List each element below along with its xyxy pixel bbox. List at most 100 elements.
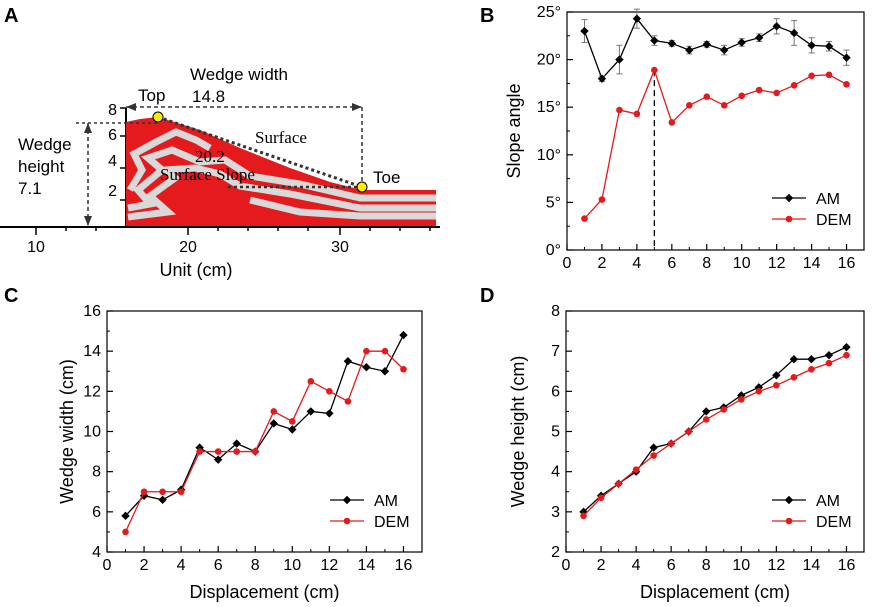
panel-d-x-axis-label: Displacement (cm)	[640, 582, 790, 602]
panel-c-legend-am-label: AM	[374, 493, 398, 510]
panel-c-dem-point	[326, 388, 333, 395]
panel-b-dem-point	[685, 101, 693, 109]
panel-b-am-point	[842, 53, 851, 62]
panel-d-dem-point	[773, 382, 780, 389]
panel-c-am-point	[288, 425, 297, 434]
panel-d-letter: D	[480, 285, 494, 307]
panel-c-y-tick-label: 10	[83, 424, 101, 441]
top-label: Top	[138, 86, 165, 105]
panel-c-wedge-width-chart: C 0 2 4 6 8 10 12 14 16 4 6 8 10 12 14 16 Wedge width (c…	[4, 285, 423, 602]
wedge-layers	[126, 128, 436, 221]
panel-c-am-point	[362, 363, 371, 372]
panel-b-legend-am-label: AM	[816, 191, 840, 208]
panel-c-dem-point	[159, 488, 166, 496]
wedge-width-value: 14.8	[192, 87, 225, 106]
panel-b-x-tick-label: 10	[733, 255, 751, 272]
panel-a-x-ticks	[35, 227, 431, 235]
panel-d-y-tick-label: 5	[551, 424, 560, 441]
panel-c-y-tick-label: 8	[92, 464, 101, 481]
panel-c-am-point	[399, 330, 408, 340]
panel-c-dem-point	[270, 408, 278, 415]
panel-d-dem-point	[615, 480, 622, 488]
panel-d-am-point	[772, 371, 781, 380]
panel-b-am-point	[580, 26, 589, 36]
panel-b-dem-point	[755, 86, 763, 94]
panel-b-am-point	[720, 45, 729, 55]
panel-d-dem-point	[843, 351, 850, 359]
panel-c-dem-point	[288, 418, 296, 425]
panel-c-x-tick-label: 8	[251, 557, 260, 574]
panel-d-x-tick-label: 10	[732, 557, 750, 574]
panel-d-dem-point	[685, 428, 693, 435]
panel-b-x-tick-label: 0	[563, 255, 572, 272]
panel-d-dem-point	[737, 396, 745, 403]
panel-c-dem-point	[400, 365, 407, 373]
panel-c-dem-point	[381, 347, 389, 355]
panel-b-y-tick-label: 5°	[546, 194, 561, 211]
panel-d-y-axis-label: Wedge height (cm)	[508, 356, 528, 508]
toe-label: Toe	[373, 168, 400, 187]
panel-d-dem-line	[583, 354, 847, 517]
panel-c-x-tick-label: 10	[283, 557, 301, 574]
panel-c-x-axis-label: Displacement (cm)	[189, 582, 339, 602]
panel-b-x-tick-label: 14	[803, 255, 821, 272]
panel-d-y-tick-label: 2	[551, 544, 560, 561]
panel-d-legend-am-label: AM	[816, 493, 840, 510]
panel-c-x-tick-label: 14	[358, 557, 376, 574]
panel-d-x-tick-label: 12	[767, 557, 785, 574]
panel-c-letter: C	[4, 285, 18, 307]
panel-d-am-point	[649, 443, 658, 452]
panel-b-y-tick-label: 10°	[537, 147, 561, 164]
panel-b-legend-dem-label: DEM	[816, 212, 852, 229]
panel-c-dem-point	[251, 448, 259, 455]
panel-a-x-tick-label: 30	[331, 239, 349, 256]
panel-d-x-tick-label: 14	[803, 557, 821, 574]
panel-d-dem-point	[702, 416, 710, 423]
panel-c-y-tick-label: 12	[83, 383, 101, 400]
panel-b-dem-point	[581, 215, 588, 222]
panel-c-dem-point	[344, 398, 352, 405]
panel-b-dem-line	[583, 68, 847, 220]
panel-d-dem-point	[580, 512, 587, 520]
panel-c-dem-point	[233, 448, 241, 455]
panel-c-am-point	[121, 511, 130, 521]
panel-d-y-tick-label: 7	[551, 343, 560, 360]
panel-b-am-point	[807, 41, 816, 50]
panel-b-letter: B	[480, 5, 494, 27]
panel-b-dem-point	[633, 110, 641, 118]
panel-d-y-tick-label: 8	[551, 303, 560, 320]
panel-b-am-point	[667, 39, 677, 48]
panel-c-x-tick-label: 12	[320, 557, 338, 574]
panel-b-dem-point	[703, 93, 711, 101]
panel-c-x-tick-label: 4	[177, 557, 186, 574]
panel-d-dem-point	[755, 388, 763, 395]
panel-b-y-tick-label: 25°	[537, 4, 561, 21]
panel-c-am-point	[325, 409, 334, 418]
panel-b-am-point	[824, 42, 834, 51]
panel-d-x-tick-label: 8	[702, 557, 711, 574]
panel-a-x-tick-label: 20	[179, 239, 197, 256]
panel-b-x-tick-label: 2	[597, 255, 606, 272]
panel-c-dem-point	[307, 377, 315, 385]
panel-d-am-point	[737, 391, 746, 400]
panel-c-am-point	[269, 419, 278, 428]
panel-b-dem-point	[598, 196, 606, 203]
panel-b-am-point	[685, 45, 694, 55]
panel-c-am-point	[343, 357, 353, 366]
panel-b-x-tick-label: 12	[768, 255, 786, 272]
panel-d-x-tick-label: 6	[667, 557, 676, 574]
panel-d-am-point	[842, 342, 851, 352]
panel-a-y-tick-label: 8	[108, 102, 117, 119]
panel-d-legend-dem-marker	[785, 517, 793, 525]
panel-c-dem-point	[140, 488, 148, 496]
panel-d-legend-am-marker	[784, 495, 794, 505]
panel-c-dem-point	[177, 488, 185, 496]
panel-a-wedge-diagram: A 10 20 30 Unit (cm) 2 4 6 8	[0, 5, 440, 280]
panel-d-am-point	[702, 407, 711, 416]
panel-d-y-tick-label: 4	[551, 464, 560, 481]
panel-c-dem-point	[363, 347, 370, 355]
surface-slope-label: Surface Slope	[160, 165, 255, 184]
panel-c-am-point	[232, 439, 241, 448]
panel-c-legend-dem-marker	[343, 517, 351, 525]
panel-d-dem-point	[667, 440, 675, 447]
